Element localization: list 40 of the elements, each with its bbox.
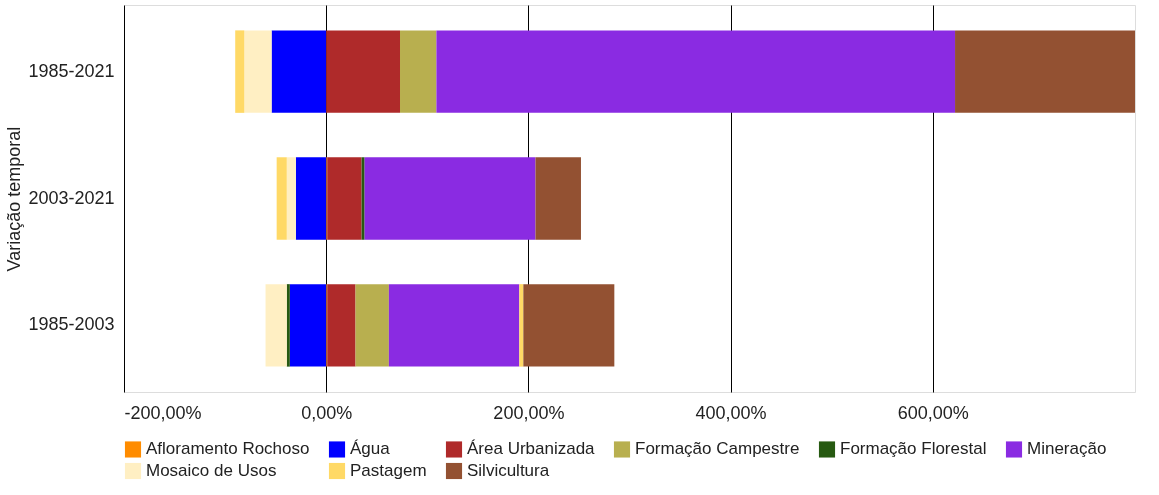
y-tick-label: 1985-2021 [28, 60, 115, 81]
y-axis-title: Variação temporal [4, 126, 25, 272]
bar [286, 284, 290, 367]
x-tick-label: 0,00% [301, 402, 353, 423]
bar [265, 284, 287, 367]
bar [327, 157, 362, 240]
x-tick-label: 200,00% [493, 402, 565, 423]
bar [436, 30, 956, 113]
legend-label: Área Urbanizada [467, 439, 596, 459]
bar [388, 284, 520, 367]
bar [295, 157, 327, 240]
bar [244, 30, 272, 113]
legend-label: Formação Florestal [840, 439, 987, 459]
bar [326, 30, 400, 113]
bar [235, 30, 245, 113]
bar [955, 30, 1135, 113]
x-tick-label: 600,00% [897, 402, 969, 423]
x-tick-label: -200,00% [124, 402, 202, 423]
legend-label: Água [350, 439, 391, 459]
legend-label: Mosaico de Usos [146, 461, 277, 480]
legend-label: Silvicultura [467, 461, 550, 480]
x-tick-label: 400,00% [695, 402, 767, 423]
legend-label: Afloramento Rochoso [146, 439, 310, 459]
bar [271, 30, 327, 113]
bar [289, 284, 327, 367]
legend-label: Mineração [1027, 439, 1107, 459]
legend-label: Pastagem [350, 461, 427, 480]
bar [286, 157, 296, 240]
bar [364, 157, 536, 240]
bar [523, 284, 615, 367]
y-tick-label: 1985-2003 [28, 314, 115, 335]
bar [361, 157, 365, 240]
bar [519, 284, 524, 367]
bar [276, 157, 287, 240]
bar [327, 284, 356, 367]
bar [535, 157, 581, 240]
bar [400, 30, 437, 113]
legend-label: Formação Campestre [635, 439, 800, 459]
bar [355, 284, 389, 367]
y-tick-label: 2003-2021 [28, 187, 115, 208]
